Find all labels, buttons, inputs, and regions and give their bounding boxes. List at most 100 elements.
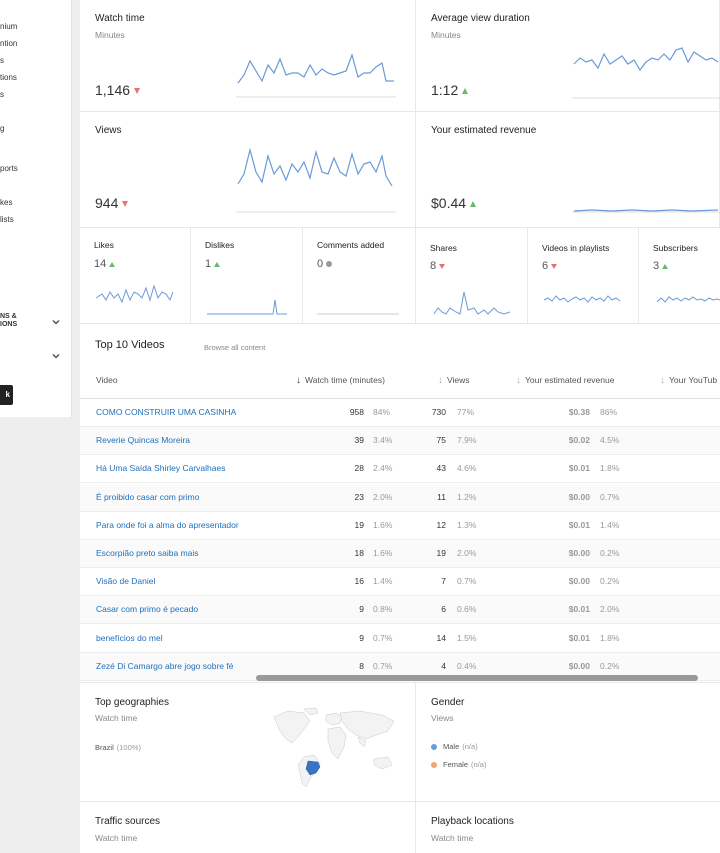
sidebar-item[interactable]: tions (0, 73, 17, 82)
table-row[interactable]: Reverie Quincas Moreira 39 3.4% 75 7.9% $0.02… (80, 427, 720, 456)
video-title-link[interactable]: Escorpião preto saiba mais (96, 548, 199, 558)
playback-locations-card[interactable]: Playback locations Watch time (416, 802, 720, 853)
revenue-value: $0.02 (568, 435, 590, 446)
browse-all-content-link[interactable]: Browse all content (204, 343, 266, 352)
trend-up-icon (214, 261, 221, 267)
card-title: Gender (431, 697, 465, 708)
revenue-value: $0.00 (568, 576, 590, 587)
legend-male: Male (n/a) (431, 742, 478, 751)
table-row[interactable]: Visão de Daniel 16 1.4% 7 0.7% $0.00 0.2% (80, 568, 720, 597)
watch-time-pct: 1.4% (373, 576, 393, 587)
watch-time-value: 39 (354, 435, 364, 446)
column-header-youtube[interactable]: ↓ Your YouTub (660, 375, 718, 386)
views-value: 6 (441, 604, 446, 615)
likes-card[interactable]: Likes 14 (80, 228, 191, 324)
top-geographies-card[interactable]: Top geographies Watch time Brazil (100%) (80, 682, 416, 802)
sidebar-item[interactable]: ntion (0, 39, 18, 48)
column-header-revenue[interactable]: ↓ Your estimated revenue (516, 375, 615, 386)
card-value: 1 (205, 258, 221, 270)
trend-up-icon (470, 201, 477, 208)
sidebar-item[interactable]: g (0, 124, 5, 133)
avg-view-duration-card[interactable]: Average view duration Minutes 1:12 (416, 0, 720, 112)
sidebar-item[interactable]: kes (0, 198, 13, 207)
video-title-link[interactable]: benefícios do mel (96, 632, 163, 643)
sidebar-button[interactable]: k (0, 385, 13, 405)
revenue-card[interactable]: Your estimated revenue $0.44 (416, 112, 720, 228)
watch-time-pct: 2.4% (373, 463, 393, 474)
video-title-link[interactable]: É proibido casar com primo (96, 491, 200, 502)
sidebar-section[interactable]: NS & IONS (0, 313, 17, 329)
table-row[interactable]: COMO CONSTRUIR UMA CASINHA 958 84% 730 77% $0… (80, 399, 720, 427)
views-pct: 0.6% (457, 604, 477, 615)
watch-time-pct: 1.6% (373, 548, 393, 558)
revenue-pct: 0.7% (600, 491, 620, 502)
watch-time-pct: 2.0% (373, 491, 393, 502)
watch-time-value: 23 (354, 491, 364, 502)
sidebar-item[interactable]: ports (0, 164, 18, 173)
table-row[interactable]: Escorpião preto saiba mais 18 1.6% 19 2.0% $0… (80, 540, 720, 568)
card-title: Shares (430, 243, 457, 253)
sort-arrow-icon: ↓ (296, 375, 301, 386)
sidebar-section-line2: IONS (0, 321, 18, 328)
video-title-link[interactable]: Visão de Daniel (96, 576, 156, 587)
column-header-video[interactable]: Video (96, 375, 118, 385)
column-header-views[interactable]: ↓ Views (438, 375, 470, 386)
revenue-value: $0.01 (568, 632, 590, 643)
card-value: 944 (95, 195, 129, 211)
traffic-sources-card[interactable]: Traffic sources Watch time (80, 802, 416, 853)
sidebar-item[interactable]: lists (0, 215, 14, 224)
sidebar: nium ntion s tions s g ports kes lists N… (0, 0, 72, 417)
gender-card[interactable]: Gender Views Male (n/a) Female (n/a) (416, 682, 720, 802)
watch-time-pct: 3.4% (373, 435, 393, 446)
video-title-link[interactable]: Há Uma Saída Shirley Carvalhaes (96, 463, 226, 474)
sort-arrow-icon: ↓ (516, 375, 521, 386)
comments-card[interactable]: Comments added 0 (303, 228, 416, 324)
sidebar-item[interactable]: s (0, 56, 4, 65)
watch-time-card[interactable]: Watch time Minutes 1,146 (80, 0, 416, 112)
shares-card[interactable]: Shares 8 (416, 228, 528, 324)
sidebar-item[interactable]: nium (0, 22, 18, 31)
card-title: Views (95, 125, 122, 136)
watch-time-value: 958 (349, 407, 364, 417)
comments-sparkline (317, 313, 399, 315)
watch-time-pct: 1.6% (373, 519, 393, 530)
watch-time-value: 9 (359, 604, 364, 615)
views-value: 11 (437, 491, 446, 502)
subscribers-card[interactable]: Subscribers 3 (639, 228, 720, 324)
table-row[interactable]: Casar com primo é pecado 9 0.8% 6 0.6% $0.01 2… (80, 596, 720, 625)
card-subtitle: Watch time (95, 833, 138, 843)
watch-time-pct: 0.7% (373, 660, 393, 671)
card-title: Traffic sources (95, 816, 161, 827)
shares-sparkline (433, 291, 510, 315)
chevron-down-icon[interactable] (50, 350, 62, 362)
horizontal-scrollbar[interactable] (256, 675, 698, 681)
subscribers-sparkline (656, 296, 720, 303)
world-map (273, 707, 395, 788)
table-row[interactable]: É proibido casar com primo 23 2.0% 11 1.2% $0… (80, 483, 720, 512)
table-row[interactable]: benefícios do mel 9 0.7% 14 1.5% $0.01 1.8% (80, 625, 720, 653)
sort-arrow-icon: ↓ (660, 375, 665, 386)
video-title-link[interactable]: Casar com primo é pecado (96, 604, 199, 615)
sidebar-item[interactable]: s (0, 90, 4, 99)
views-pct: 0.7% (457, 576, 477, 587)
trend-down-icon (551, 263, 558, 269)
card-subtitle: Minutes (95, 30, 125, 40)
table-row[interactable]: Há Uma Saída Shirley Carvalhaes 28 2.4% 43 4… (80, 455, 720, 484)
video-title-link[interactable]: Reverie Quincas Moreira (96, 435, 191, 446)
watch-time-pct: 0.7% (373, 632, 393, 643)
playlists-card[interactable]: Videos in playlists 6 (528, 228, 639, 324)
video-title-link[interactable]: Zezé Di Camargo abre jogo sobre fé (96, 660, 234, 671)
views-card[interactable]: Views 944 (80, 112, 416, 228)
table-row[interactable]: Para onde foi a alma do apresentador 19 1.… (80, 512, 720, 540)
column-header-watch-time[interactable]: ↓ Watch time (minutes) (296, 375, 385, 386)
card-value: 1,146 (95, 82, 141, 98)
card-value: 1:12 (431, 82, 469, 98)
card-title: Dislikes (205, 240, 235, 250)
chevron-down-icon[interactable] (50, 316, 62, 328)
dislikes-sparkline (207, 299, 287, 315)
video-title-link[interactable]: COMO CONSTRUIR UMA CASINHA (96, 407, 237, 417)
card-value: $0.44 (431, 195, 477, 211)
revenue-value: $0.00 (568, 548, 590, 558)
video-title-link[interactable]: Para onde foi a alma do apresentador (96, 519, 239, 530)
dislikes-card[interactable]: Dislikes 1 (191, 228, 303, 324)
